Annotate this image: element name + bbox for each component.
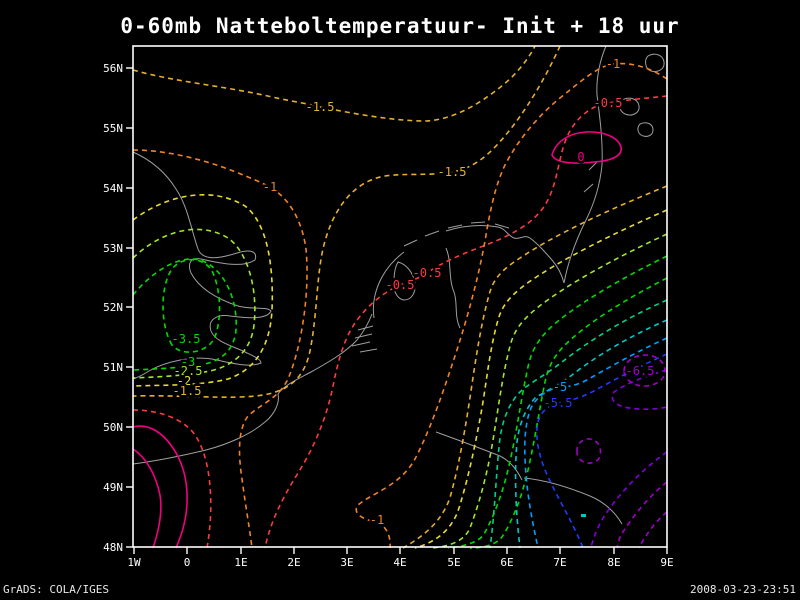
lat-tick-label: 52N bbox=[103, 301, 123, 314]
contour-line--2 bbox=[132, 194, 274, 387]
contour-line--0.5 bbox=[132, 409, 212, 549]
lon-tick-label: 4E bbox=[393, 556, 406, 569]
contour-line-0 bbox=[132, 425, 188, 549]
grads-stamp: GrADS: COLA/IGES bbox=[3, 583, 109, 596]
contour-line--6.5 bbox=[623, 354, 666, 387]
contour-line--2.5 bbox=[431, 233, 668, 549]
contour-label: -3 bbox=[181, 355, 195, 369]
contour-label: -1 bbox=[370, 513, 384, 527]
contour-line--1.5 bbox=[132, 45, 536, 122]
lat-tick-label: 51N bbox=[103, 361, 123, 374]
coastline bbox=[132, 313, 373, 465]
contour-line--6 bbox=[611, 369, 668, 411]
lon-tick-label: 5E bbox=[447, 556, 460, 569]
contour-line--6.5 bbox=[616, 481, 668, 549]
coastline bbox=[372, 251, 405, 319]
contour-line--3.5 bbox=[162, 258, 221, 353]
lat-tick-label: 56N bbox=[103, 62, 123, 75]
page-title: 0-60mb Natteboltemperatuur- Init + 18 uu… bbox=[120, 14, 680, 38]
lat-tick-label: 53N bbox=[103, 242, 123, 255]
contour-line--0.5 bbox=[264, 95, 668, 549]
coastline bbox=[445, 225, 565, 284]
lon-tick-label: 7E bbox=[553, 556, 566, 569]
contour-line--6 bbox=[576, 438, 602, 464]
contour-label: -0.5 bbox=[386, 278, 415, 292]
lon-tick-label: 9E bbox=[660, 556, 673, 569]
contour-label: -1 bbox=[263, 180, 277, 194]
contour-line--3 bbox=[447, 255, 668, 549]
contour-line-0.5 bbox=[132, 448, 162, 549]
lat-tick-label: 48N bbox=[103, 541, 123, 554]
coastline bbox=[619, 53, 665, 137]
coastline bbox=[393, 261, 416, 301]
contour-line--3.5 bbox=[469, 277, 668, 549]
contour-label: -1 bbox=[606, 57, 620, 71]
coastline bbox=[435, 431, 623, 525]
coastline bbox=[351, 325, 378, 353]
contour-line--2 bbox=[414, 209, 668, 549]
lon-tick-label: 2E bbox=[287, 556, 300, 569]
coastline bbox=[403, 221, 510, 247]
contour-label: -0.5 bbox=[413, 266, 442, 280]
lon-tick-label: 6E bbox=[500, 556, 513, 569]
contour-line--4.5 bbox=[514, 319, 668, 549]
lon-tick-label: 1E bbox=[234, 556, 247, 569]
contour-line--2.5 bbox=[132, 228, 256, 379]
contour-label: -0.5 bbox=[594, 96, 623, 110]
contour-label: -6.5 bbox=[626, 364, 655, 378]
contour-line--7 bbox=[638, 511, 668, 549]
contour-label: -5.5 bbox=[544, 396, 573, 410]
lon-tick-label: 8E bbox=[607, 556, 620, 569]
map-frame bbox=[132, 45, 668, 548]
contour-label: 0 bbox=[577, 150, 584, 164]
lat-tick-label: 50N bbox=[103, 421, 123, 434]
lat-tick-label: 49N bbox=[103, 481, 123, 494]
contour-line--1.5 bbox=[402, 185, 668, 549]
timestamp: 2008-03-23-23:51 bbox=[690, 583, 796, 596]
contour-line--1 bbox=[355, 62, 668, 549]
contour-label: -2.5 bbox=[174, 364, 203, 378]
coastline bbox=[583, 161, 598, 193]
coastline bbox=[563, 45, 607, 284]
contour-line--1.5 bbox=[132, 45, 561, 398]
contour-label: -1.5 bbox=[173, 384, 202, 398]
contour-label: -2 bbox=[177, 374, 191, 388]
contour-line--6 bbox=[590, 451, 668, 549]
contour-line--5 bbox=[523, 337, 668, 549]
lon-tick-label: 0 bbox=[184, 556, 191, 569]
lon-tick-label: 3E bbox=[340, 556, 353, 569]
contour-label: -1.5 bbox=[438, 165, 467, 179]
lon-tick-label: 1W bbox=[127, 556, 141, 569]
contour-label: -5 bbox=[553, 380, 567, 394]
lat-tick-label: 55N bbox=[103, 122, 123, 135]
contour-label: -3.5 bbox=[172, 332, 201, 346]
lat-tick-label: 54N bbox=[103, 182, 123, 195]
contour-line--1 bbox=[132, 149, 308, 549]
contour-label: -1.5 bbox=[306, 100, 335, 114]
stray-mark bbox=[581, 514, 586, 517]
coastline bbox=[132, 151, 272, 380]
contour-line--3 bbox=[132, 258, 237, 371]
contour-line-0 bbox=[551, 131, 622, 164]
contour-line--4 bbox=[489, 299, 668, 549]
